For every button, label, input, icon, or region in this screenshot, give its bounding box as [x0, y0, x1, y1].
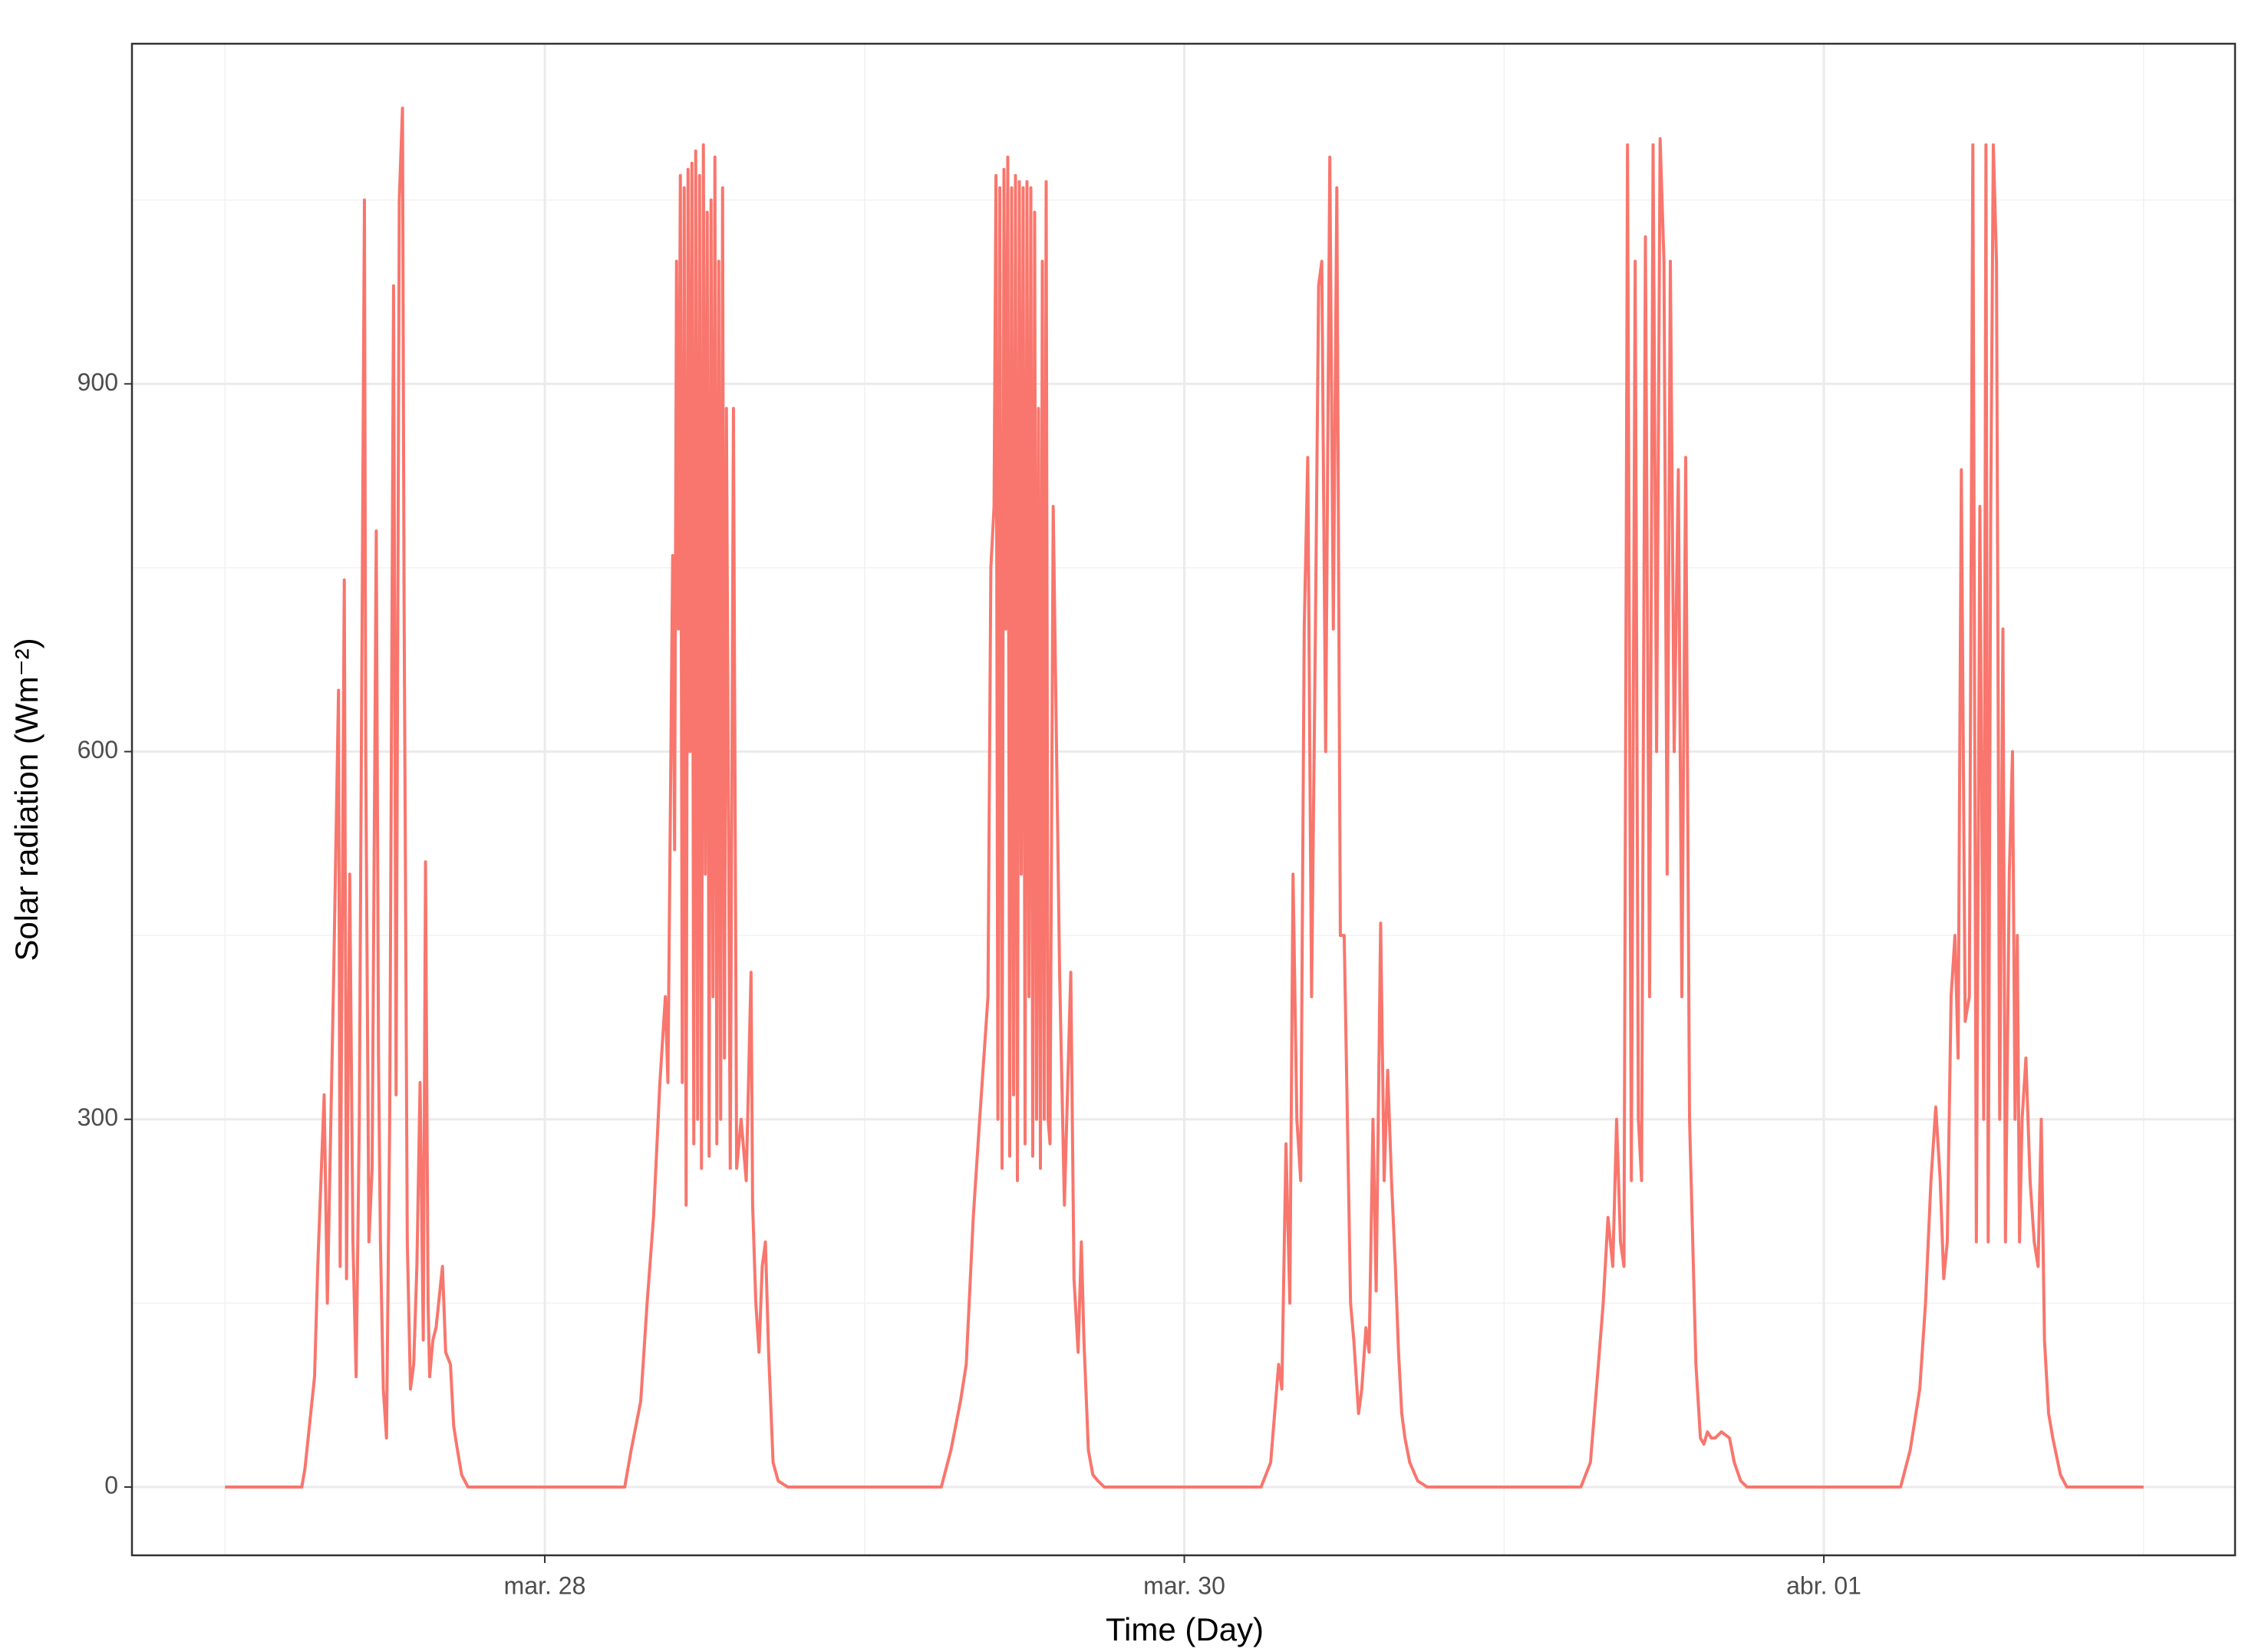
y-tick-label: 300 — [77, 1103, 118, 1131]
y-tick-label: 0 — [104, 1471, 118, 1499]
x-tick-label: mar. 30 — [1143, 1571, 1225, 1599]
x-tick-label: mar. 28 — [504, 1571, 586, 1599]
y-axis-title: Solar radiation (Wm⁻²) — [8, 638, 45, 961]
panel-border — [130, 42, 2237, 1557]
line — [225, 106, 2144, 1489]
y-tick-label: 900 — [77, 368, 118, 396]
y-tick-label: 600 — [77, 736, 118, 763]
x-axis-title: Time (Day) — [1106, 1611, 1264, 1647]
x-tick-label: abr. 01 — [1786, 1571, 1861, 1599]
